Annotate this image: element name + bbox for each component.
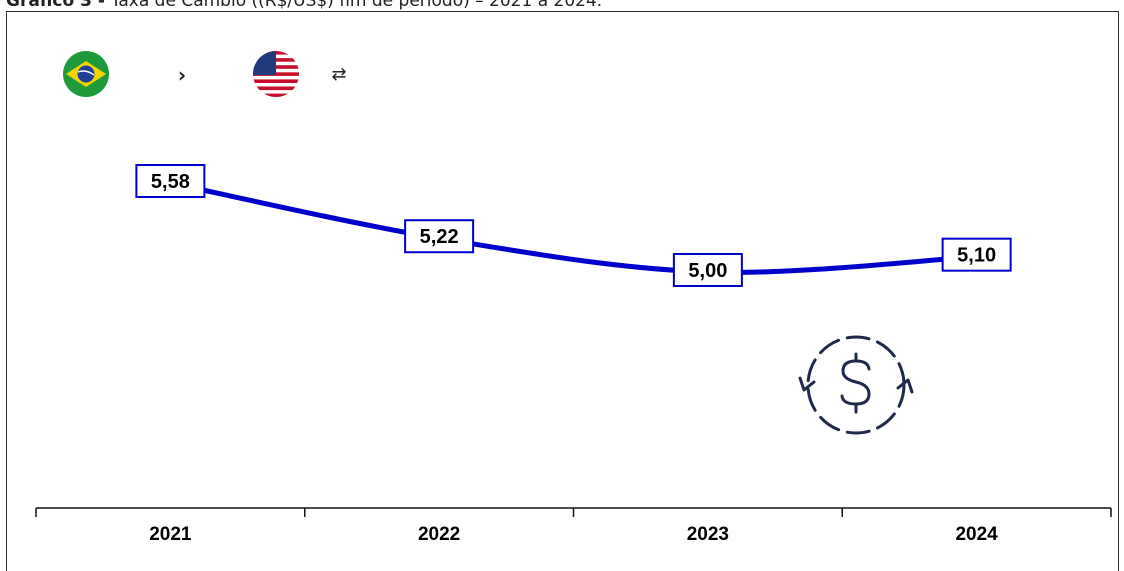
data-label-text: 5,22: [420, 226, 459, 248]
data-label-text: 5,10: [957, 245, 996, 267]
x-tick-label-2023: 2023: [687, 524, 729, 545]
usa-flag-icon: [253, 51, 299, 97]
data-labels: 5,58 5,22 5,00 5,10: [135, 164, 1012, 287]
data-label-box: [404, 219, 475, 254]
data-label-2023: 5,00: [672, 253, 743, 287]
data-label-box: [135, 164, 206, 198]
chart-title: Gráfico 3 - Taxa de Câmbio ((R$/US$) fim…: [6, 0, 602, 11]
x-tick-label-2022: 2022: [418, 524, 460, 545]
data-label-box: [941, 237, 1012, 272]
data-label-2022: 5,22: [404, 219, 475, 254]
data-label-2024: 5,10: [941, 237, 1012, 272]
chevron-right-icon: ›: [178, 63, 186, 87]
data-label-text: 5,00: [688, 260, 727, 282]
data-label-2021: 5,58: [135, 164, 206, 198]
currency-exchange-dollar-icon: [798, 335, 914, 435]
x-tick-label-2024: 2024: [955, 524, 998, 545]
x-axis: 2021 2022 2023 2024: [35, 507, 1112, 545]
brazil-flag-icon: [63, 51, 109, 97]
chart-frame: [6, 11, 1119, 571]
chart-title-text: Taxa de Câmbio ((R$/US$) fim de período)…: [110, 0, 603, 11]
x-tick-label-2021: 2021: [149, 524, 192, 545]
chart-title-prefix: Gráfico 3 -: [6, 0, 111, 11]
series-line: [167, 180, 980, 275]
data-label-box: [672, 253, 743, 287]
data-label-text: 5,58: [151, 171, 190, 193]
swap-arrows-icon: ⇄: [331, 64, 346, 85]
